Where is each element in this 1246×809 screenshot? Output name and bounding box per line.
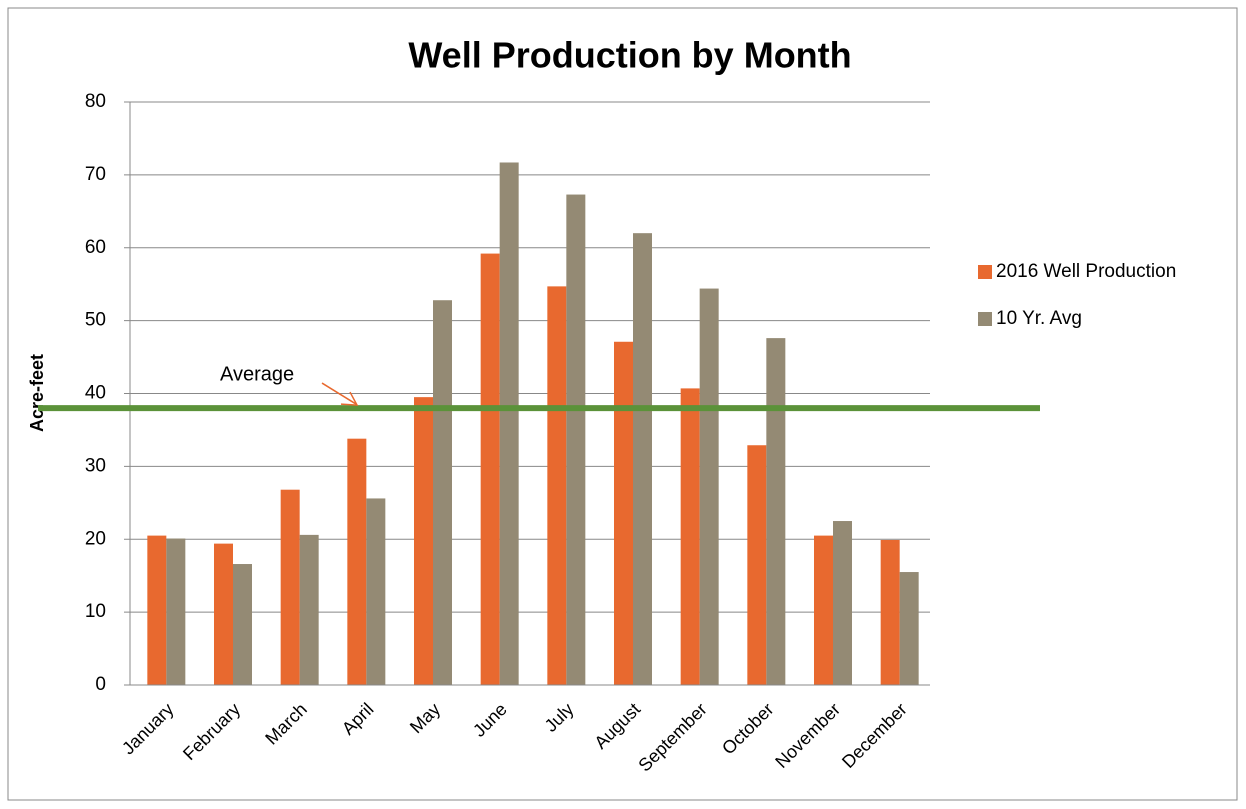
y-tick-label: 20 [85, 528, 106, 549]
bar [414, 397, 433, 685]
bar [347, 438, 367, 685]
y-tick-label: 70 [85, 164, 106, 185]
legend-label: 10 Yr. Avg [996, 308, 1082, 329]
bar [366, 498, 386, 685]
bar [680, 388, 700, 685]
bar [214, 543, 233, 685]
bar [633, 233, 652, 686]
bar [566, 194, 586, 685]
bar [614, 341, 633, 685]
bar [147, 535, 167, 685]
bar [766, 338, 786, 685]
bar [747, 445, 767, 685]
bar [499, 162, 519, 685]
bar [166, 538, 186, 685]
y-tick-label: 30 [85, 455, 106, 476]
y-axis-label: Acre-feet [27, 354, 47, 432]
y-tick-label: 60 [85, 237, 106, 258]
y-tick-label: 50 [85, 310, 106, 331]
bar [699, 288, 719, 685]
y-tick-label: 40 [85, 383, 106, 404]
y-tick-label: 10 [85, 601, 106, 622]
bar [547, 286, 567, 685]
average-label: Average [220, 363, 294, 385]
chart-title: Well Production by Month [408, 35, 851, 76]
average-arrowhead [340, 391, 359, 406]
bar [480, 253, 500, 685]
bar [299, 534, 319, 685]
bar [833, 521, 852, 685]
bar [280, 489, 300, 685]
bar [433, 300, 452, 685]
bar [880, 539, 900, 685]
y-tick-label: 0 [95, 674, 106, 695]
bar [233, 564, 252, 685]
legend-swatch [978, 265, 992, 279]
legend-label: 2016 Well Production [996, 261, 1176, 282]
average-arrow [321, 382, 357, 405]
y-tick-label: 80 [85, 91, 106, 112]
bar [899, 572, 919, 685]
legend-swatch [978, 312, 992, 326]
bar [814, 535, 833, 685]
